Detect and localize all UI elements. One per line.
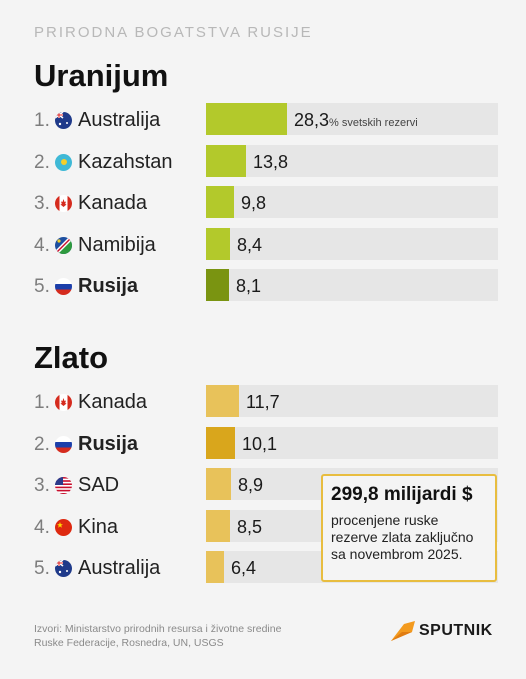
- bar-track: 13,8: [206, 144, 498, 177]
- bar-track: 8,1: [206, 269, 498, 301]
- rank-label: 3.: [34, 475, 50, 496]
- rank-label: 1.: [34, 392, 50, 413]
- usa-flag-icon: [55, 477, 72, 494]
- country-label: Kanada: [78, 391, 147, 413]
- russia-flag-icon: [55, 435, 72, 453]
- country-label: Australija: [78, 109, 161, 131]
- bar: [206, 103, 287, 135]
- unit-label: % svetskih rezervi: [329, 117, 418, 129]
- page-kicker: PRIRODNA BOGATSTVA RUSIJE: [34, 24, 313, 41]
- value-label: 28,3% svetskih rezervi: [294, 110, 418, 130]
- china-flag-icon: [55, 518, 72, 536]
- rank-label: 1.: [34, 110, 50, 131]
- value-label: 8,9: [238, 475, 264, 495]
- value-label: 8,4: [237, 234, 263, 255]
- chart-row: 2. Kazahstan 13,8: [34, 144, 504, 177]
- value-label: 13,8: [253, 151, 289, 172]
- sputnik-logo: SPUTNIK: [390, 620, 493, 642]
- chart-row: 1. Australija 28,3% svetskih rezervi: [34, 103, 504, 135]
- sputnik-logo-text: SPUTNIK: [419, 622, 493, 639]
- source-note: Izvori: Ministarstvo prirodnih resursa i…: [34, 623, 282, 649]
- country-label: Australija: [78, 557, 161, 579]
- namibia-flag-icon: [55, 236, 72, 254]
- chart-row: 1. Kanada 11,7: [34, 385, 504, 417]
- bar-track: 11,7: [206, 385, 498, 417]
- country-label: Kanada: [78, 192, 147, 214]
- rank-label: 3.: [34, 193, 50, 214]
- rank-label: 2.: [34, 433, 50, 455]
- bar: [206, 227, 230, 260]
- bar-track: 28,3% svetskih rezervi: [206, 103, 498, 135]
- uranium-title: Uranijum: [34, 58, 169, 93]
- country-label: Rusija: [78, 432, 139, 455]
- value-label: 10,1: [242, 433, 278, 454]
- bar: [206, 144, 246, 177]
- rank-label: 5.: [34, 558, 50, 579]
- country-label: SAD: [78, 474, 120, 496]
- rank-label: 4.: [34, 516, 50, 538]
- bar-track: 10,1: [206, 426, 498, 459]
- bar: [206, 468, 231, 500]
- bar: [206, 426, 235, 459]
- chart-row: 2. Rusija 10,1: [34, 426, 504, 459]
- sputnik-logo-icon: [391, 621, 415, 641]
- chart-row: 4. Namibija 8,4: [34, 227, 504, 260]
- callout-headline: 299,8 milijardi $: [331, 484, 473, 505]
- value-label: 11,7: [246, 392, 280, 412]
- canada-flag-icon: [55, 195, 72, 212]
- rank-label: 2.: [34, 151, 50, 173]
- bar: [206, 551, 224, 583]
- russia-flag-icon: [55, 278, 72, 295]
- value-label: 8,5: [237, 516, 263, 537]
- canada-flag-icon: [55, 394, 72, 411]
- bar: [206, 186, 234, 218]
- gold-title: Zlato: [34, 340, 109, 375]
- gold-reserve-callout: 299,8 milijardi $ procenjene ruske rezer…: [321, 474, 497, 582]
- value-label: 6,4: [231, 558, 257, 578]
- bar: [206, 269, 229, 301]
- kazakhstan-flag-icon: [55, 153, 72, 171]
- value-label: 8,1: [236, 276, 262, 296]
- bar: [206, 509, 230, 542]
- australia-flag-icon: [55, 560, 72, 577]
- rank-label: 4.: [34, 234, 50, 256]
- value-label: 9,8: [241, 193, 267, 213]
- bar-track: 8,4: [206, 227, 498, 260]
- chart-row: 3. Kanada 9,8: [34, 186, 504, 218]
- country-label: Kina: [78, 515, 119, 538]
- bar: [206, 385, 239, 417]
- callout-text: procenjene ruske rezerve zlata zaključno…: [331, 512, 474, 562]
- country-label: Kazahstan: [78, 150, 173, 173]
- country-label: Namibija: [78, 233, 156, 256]
- country-label: Rusija: [78, 275, 139, 297]
- bar-track: 9,8: [206, 186, 498, 218]
- australia-flag-icon: [55, 112, 72, 129]
- chart-row: 5. Rusija 8,1: [34, 269, 504, 301]
- rank-label: 5.: [34, 276, 50, 297]
